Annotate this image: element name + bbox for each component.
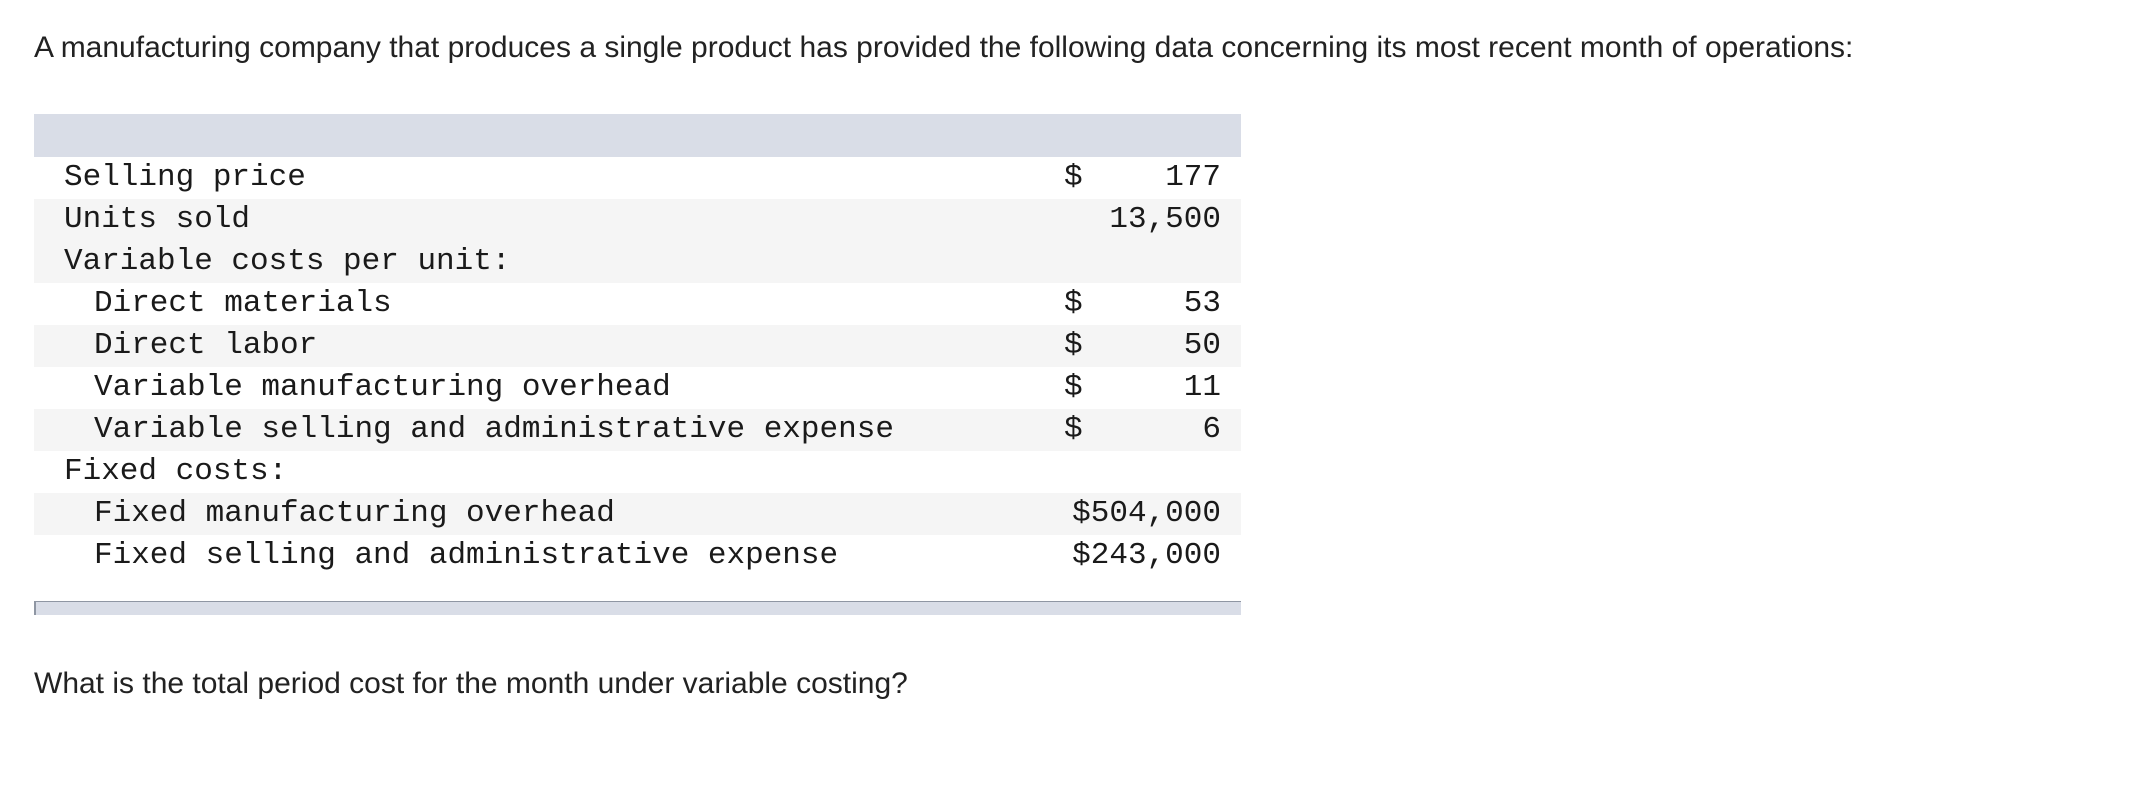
row-label: Variable selling and administrative expe… [94, 412, 894, 447]
dollar-sign: $ [1064, 412, 1083, 447]
table-row-fixed-costs-heading: Fixed costs: [34, 451, 1241, 493]
table-row-direct-materials: Direct materials $ 53 [34, 283, 1241, 325]
row-label: Fixed selling and administrative expense [94, 538, 839, 573]
row-amount: 53 [1183, 286, 1221, 321]
row-label: Fixed costs: [64, 454, 288, 489]
dollar-sign: $ [1064, 286, 1083, 321]
table-row-fixed-selling-admin: Fixed selling and administrative expense… [34, 535, 1241, 577]
question-text: What is the total period cost for the mo… [34, 667, 908, 700]
dollar-sign: $ [1064, 328, 1083, 363]
table-row-variable-costs-heading: Variable costs per unit: [34, 241, 1241, 283]
row-amount: 50 [1183, 328, 1221, 363]
table-footer-band [34, 601, 1241, 615]
table-header-band [34, 114, 1241, 157]
row-label: Units sold [64, 202, 251, 237]
row-label: Fixed manufacturing overhead [94, 496, 615, 531]
row-amount: 177 [1165, 160, 1221, 195]
table-row-variable-manufacturing-overhead: Variable manufacturing overhead $ 11 [34, 367, 1241, 409]
intro-text: A manufacturing company that produces a … [34, 31, 1854, 64]
table-row-variable-selling-admin: Variable selling and administrative expe… [34, 409, 1241, 451]
row-label: Variable costs per unit: [64, 244, 511, 279]
table-row-units-sold: Units sold 13,500 [34, 199, 1241, 241]
table-row-direct-labor: Direct labor $ 50 [34, 325, 1241, 367]
row-label: Variable manufacturing overhead [94, 370, 671, 405]
row-amount: 6 [1202, 412, 1221, 447]
dollar-sign: $ [1064, 160, 1083, 195]
table-row-selling-price: Selling price $ 177 [34, 157, 1241, 199]
row-amount: $243,000 [1072, 538, 1221, 573]
row-amount: $504,000 [1072, 496, 1221, 531]
row-label: Direct labor [94, 328, 318, 363]
row-amount: 11 [1183, 370, 1221, 405]
table-row-fixed-manufacturing-overhead: Fixed manufacturing overhead $504,000 [34, 493, 1241, 535]
data-table: Selling price $ 177 Units sold 13,500 Va… [34, 114, 1241, 615]
row-amount: 13,500 [1109, 202, 1221, 237]
dollar-sign: $ [1064, 370, 1083, 405]
row-label: Direct materials [94, 286, 392, 321]
row-label: Selling price [64, 160, 306, 195]
